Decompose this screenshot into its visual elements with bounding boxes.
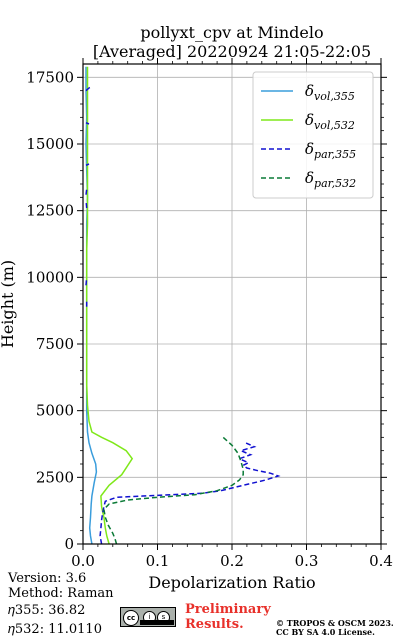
eta532-text: 𝜂532: 11.0110 bbox=[8, 622, 102, 637]
y-tick-label: 17500 bbox=[26, 68, 74, 86]
legend-box bbox=[252, 71, 374, 199]
series-fragment-par-355 bbox=[85, 163, 90, 166]
cc-icon: cc bbox=[123, 610, 139, 626]
x-tick-label: 0.3 bbox=[295, 552, 319, 570]
badge-bar bbox=[140, 620, 174, 625]
x-tick-labels: 0.0 0.1 0.2 0.3 0.4 bbox=[71, 552, 393, 570]
legend-label: δvol,532 bbox=[305, 111, 355, 132]
legend: δvol,355 δvol,532 δpar,355 δpar,532 bbox=[252, 71, 374, 199]
data-lines bbox=[85, 66, 281, 545]
y-tick-label: 12500 bbox=[26, 202, 74, 220]
series-line-par-532 bbox=[103, 436, 244, 545]
series-fragment-par-355 bbox=[85, 189, 88, 195]
series-line-vol-532 bbox=[85, 66, 134, 545]
cc-license-badge: cc i s bbox=[120, 607, 176, 627]
x-tick-label: 0.0 bbox=[71, 552, 95, 570]
y-tick-label: 0 bbox=[64, 535, 74, 553]
legend-label: δpar,355 bbox=[305, 140, 356, 161]
y-tick-label: 5000 bbox=[36, 402, 74, 420]
series-fragment-par-355 bbox=[85, 277, 88, 286]
method-text: Method: Raman bbox=[8, 586, 114, 601]
preliminary-line1: Preliminary bbox=[185, 602, 271, 617]
series-line-par-355 bbox=[99, 442, 281, 545]
y-tick-label: 10000 bbox=[26, 268, 74, 286]
x-tick-label: 0.1 bbox=[146, 552, 170, 570]
series-fragment-par-355 bbox=[85, 122, 90, 125]
legend-label: δvol,355 bbox=[305, 82, 355, 103]
preliminary-notice: Preliminary Results. bbox=[185, 602, 271, 632]
y-tick-label: 15000 bbox=[26, 135, 74, 153]
y-tick-label: 7500 bbox=[36, 335, 74, 353]
y-tick-labels: 0 2500 5000 7500 10000 12500 15000 17500 bbox=[26, 68, 74, 553]
preliminary-line2: Results. bbox=[185, 617, 244, 632]
copyright-line1: © TROPOS & OSCM 2023. bbox=[276, 618, 394, 628]
series-fragment-par-355 bbox=[85, 199, 88, 209]
legend-label: δpar,532 bbox=[305, 169, 356, 190]
version-text: Version: 3.6 bbox=[8, 571, 87, 586]
copyright-notice: © TROPOS & OSCM 2023. CC BY SA 4.0 Licen… bbox=[276, 619, 394, 637]
chart-title: pollyxt_cpv at Mindelo bbox=[140, 23, 323, 42]
chart-subtitle: [Averaged] 20220924 21:05-22:05 bbox=[93, 42, 371, 61]
x-tick-label: 0.4 bbox=[369, 552, 393, 570]
x-tick-label: 0.2 bbox=[220, 552, 244, 570]
y-tick-label: 2500 bbox=[36, 468, 74, 486]
x-axis-label: Depolarization Ratio bbox=[148, 573, 315, 592]
eta355-text: 𝜂355: 36.82 bbox=[8, 603, 86, 618]
copyright-line2: CC BY SA 4.0 License. bbox=[276, 627, 375, 637]
y-axis-label: Height (m) bbox=[0, 260, 17, 348]
series-fragment-par-355 bbox=[85, 86, 93, 92]
ticks bbox=[77, 58, 387, 550]
